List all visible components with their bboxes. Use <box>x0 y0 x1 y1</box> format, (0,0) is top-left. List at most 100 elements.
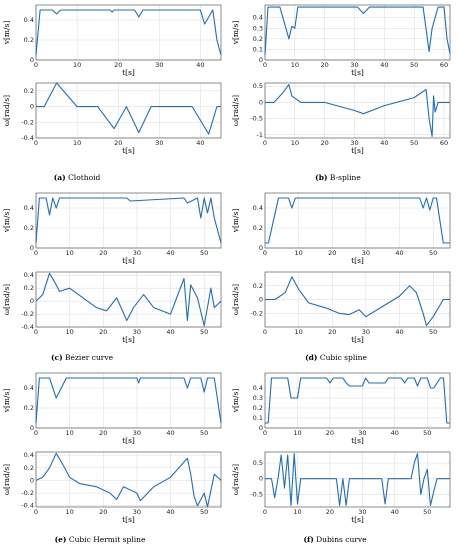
chart-d-velocity: 0 10 20 30 40 50 0 0.2 0.4 t[s] v[m/s] <box>231 192 451 265</box>
x-tick-label: 10 <box>293 508 301 516</box>
x-tick-label: 10 <box>73 139 81 147</box>
y-tick-label: 0.4 <box>253 204 263 212</box>
y-axis-label: v[m/s] <box>231 389 240 414</box>
x-tick-label: 20 <box>99 508 107 516</box>
y-axis-label: ω[rad/s] <box>231 284 240 315</box>
chart-e-angular: 0 10 20 30 40 50 -0.4 -0.2 0 0.2 0.4 t[s] ω[rad/s] <box>2 451 222 524</box>
x-tick-label: 30 <box>133 328 141 336</box>
x-tick-label: 0 <box>263 61 267 69</box>
y-axis-label: v[m/s] <box>231 209 240 234</box>
y-tick-label: 0.2 <box>253 282 263 290</box>
y-tick-label: 0 <box>30 56 34 64</box>
chart-d-angular: 0 10 20 30 40 50 -0.2 0 0.2 t[s] ω[rad/s] <box>231 271 451 344</box>
plot-frame <box>35 192 222 249</box>
y-tick-label: -0.2 <box>250 309 263 317</box>
x-tick-label: 0 <box>34 508 38 516</box>
y-tick-label: 0.2 <box>24 224 34 232</box>
y-tick-label: 0 <box>259 475 263 483</box>
x-tick-label: 10 <box>294 328 302 336</box>
x-tick-label: 20 <box>328 249 336 257</box>
y-tick-label: 0.4 <box>24 451 34 459</box>
y-tick-label: 0.5 <box>253 459 263 467</box>
x-axis-label: t[s] <box>351 335 364 344</box>
caption-c: (c) Bézier curve <box>50 353 114 362</box>
series-line <box>35 377 222 424</box>
x-tick-label: 10 <box>65 249 73 257</box>
caption-a: (a) Clothoid <box>53 173 101 182</box>
y-tick-label: 0 <box>259 424 263 432</box>
x-tick-label: 50 <box>429 249 437 257</box>
panel-a-velocity: 0 10 20 30 40 0 0.2 0.4 t[s] v[m/s] <box>0 0 229 77</box>
y-tick-label: 0.1 <box>253 45 263 53</box>
x-tick-label: 0 <box>34 328 38 336</box>
x-tick-label: 20 <box>99 328 107 336</box>
y-tick-label: -0.2 <box>21 489 34 497</box>
y-tick-label: 0.1 <box>253 414 263 422</box>
chart-e-velocity: 0 10 20 30 40 50 0 0.2 0.4 t[s] v[m/s] <box>2 372 222 445</box>
x-tick-label: 10 <box>65 429 73 437</box>
x-tick-label: 50 <box>200 328 208 336</box>
panel-e-angular: 0 10 20 30 40 50 -0.4 -0.2 0 0.2 0.4 t[s] ω[rad/s] <box>0 447 229 524</box>
plot-frame <box>264 451 451 508</box>
x-tick-label: 20 <box>99 429 107 437</box>
y-tick-label: 0.2 <box>24 464 34 472</box>
y-axis-label: ω[rad/s] <box>2 464 11 495</box>
caption-e: (e) Cubic Hermit spline <box>54 535 146 544</box>
y-tick-label: 0 <box>30 297 34 305</box>
panel-d-velocity: 0 10 20 30 40 50 0 0.2 0.4 t[s] v[m/s] <box>229 188 458 265</box>
x-tick-label: 0 <box>263 328 267 336</box>
x-tick-label: 0 <box>263 429 267 437</box>
x-tick-label: 40 <box>380 139 388 147</box>
x-tick-label: 10 <box>291 139 299 147</box>
x-tick-label: 50 <box>410 139 418 147</box>
plot-frame <box>264 82 451 139</box>
y-tick-label: 0.2 <box>24 87 34 95</box>
series-line <box>265 197 450 244</box>
series-line <box>35 197 222 244</box>
plot-frame <box>35 451 222 508</box>
y-tick-label: 0 <box>30 244 34 252</box>
series-line <box>265 84 450 137</box>
plot-frame <box>35 82 222 139</box>
y-axis-label: ω[rad/s] <box>231 464 240 495</box>
panel-f-angular: 0 10 20 30 40 50 -0.5 0 0.5 t[s] ω[rad/s] <box>229 447 458 524</box>
x-tick-label: 30 <box>155 139 163 147</box>
y-tick-label: 0.4 <box>24 271 34 279</box>
x-tick-label: 0 <box>34 249 38 257</box>
x-tick-label: 0 <box>34 429 38 437</box>
x-tick-label: 10 <box>65 508 73 516</box>
plot-frame <box>264 4 451 61</box>
x-tick-label: 40 <box>391 429 399 437</box>
x-tick-label: 20 <box>321 61 329 69</box>
caption-b: (b) B-spline <box>315 173 361 182</box>
x-tick-label: 0 <box>263 508 267 516</box>
panel-f-velocity: 0 10 20 30 40 50 0 0.1 0.2 0.3 0.4 t[s] v[m/s] <box>229 368 458 445</box>
series-line <box>35 452 222 508</box>
y-tick-label: 0.2 <box>253 404 263 412</box>
y-tick-label: 0.3 <box>253 24 263 32</box>
y-tick-label: -0.5 <box>250 115 263 123</box>
x-tick-label: 40 <box>196 139 204 147</box>
y-tick-label: -0.4 <box>21 134 34 142</box>
x-axis-label: t[s] <box>351 68 364 77</box>
x-tick-label: 10 <box>293 429 301 437</box>
x-axis-label: t[s] <box>122 515 135 524</box>
x-tick-label: 0 <box>263 249 267 257</box>
y-tick-label: 0 <box>30 103 34 111</box>
y-tick-label: -0.5 <box>250 490 263 498</box>
y-tick-label: 0.2 <box>24 284 34 292</box>
series-line <box>36 82 221 135</box>
y-tick-label: 0 <box>259 296 263 304</box>
x-tick-label: 10 <box>291 61 299 69</box>
chart-b-angular: 0 10 20 30 40 50 60 -1 -0.5 0 0.5 t[s] ω[rad/s] <box>231 82 451 155</box>
series-line <box>265 453 450 506</box>
chart-c-angular: 0 10 20 30 40 50 -0.4 -0.2 0 0.2 0.4 t[s] ω[rad/s] <box>2 271 222 344</box>
caption-f: (f) Dubins curve <box>303 535 367 544</box>
x-tick-label: 20 <box>114 139 122 147</box>
plot-frame <box>264 372 451 429</box>
panel-d-angular: 0 10 20 30 40 50 -0.2 0 0.2 t[s] ω[rad/s] <box>229 267 458 344</box>
x-tick-label: 30 <box>155 61 163 69</box>
x-tick-label: 30 <box>358 508 366 516</box>
y-tick-label: 0.5 <box>253 82 263 90</box>
y-axis-label: v[m/s] <box>2 21 11 46</box>
